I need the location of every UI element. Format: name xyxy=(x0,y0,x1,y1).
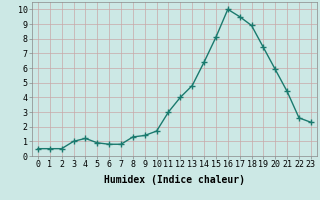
X-axis label: Humidex (Indice chaleur): Humidex (Indice chaleur) xyxy=(104,175,245,185)
